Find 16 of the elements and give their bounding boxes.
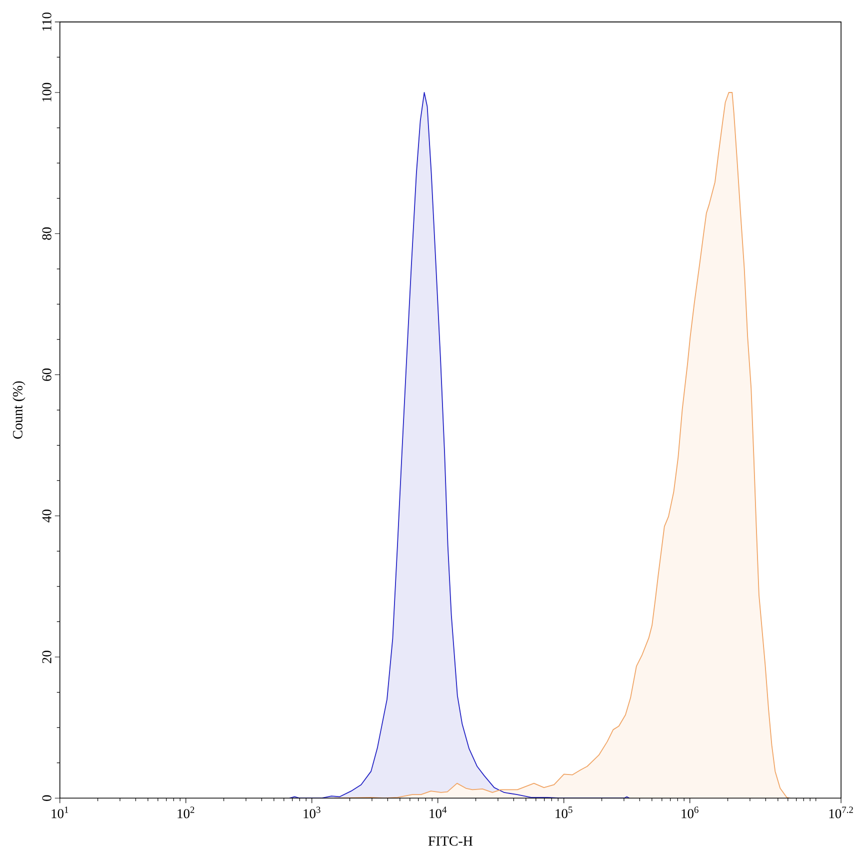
y-tick-label: 100: [42, 82, 52, 102]
y-tick-label: 20: [42, 650, 52, 664]
x-tick-label: 10$^{2}$: [178, 806, 194, 818]
x-axis-title: FITC-H: [428, 836, 473, 846]
x-tick-label: 10$^{3}$: [304, 806, 320, 818]
y-tick-label: 110: [42, 12, 52, 31]
x-tick-label: 10$^{4}$: [430, 806, 447, 818]
y-tick-label: 60: [42, 368, 52, 381]
y-axis-title: Count (%): [12, 381, 26, 439]
x-tick-label: 10$^{5}$: [556, 806, 572, 818]
x-tick-label: 10$^{6}$: [682, 806, 698, 818]
y-tick-label: 40: [42, 510, 52, 522]
x-tick-label: 10$^{7.2}$: [829, 806, 853, 818]
y-tick-label: 0: [42, 795, 52, 801]
y-tick-label: 80: [42, 227, 52, 240]
x-tick-label: 10$^{1}$: [52, 806, 68, 818]
